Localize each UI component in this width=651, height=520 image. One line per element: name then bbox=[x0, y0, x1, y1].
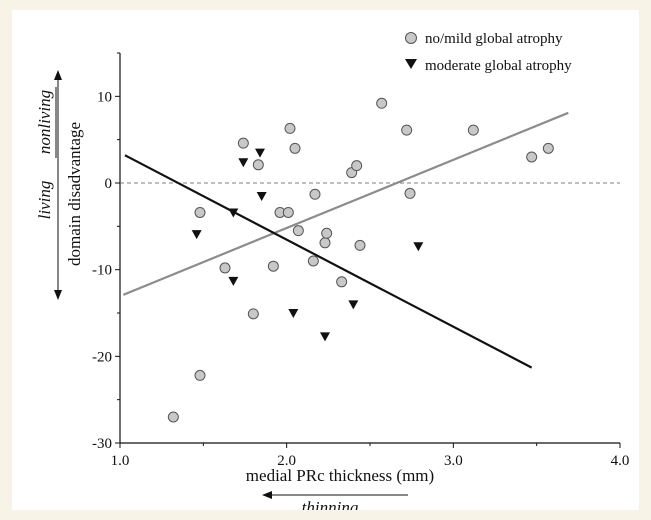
data-point-moderate bbox=[228, 276, 239, 286]
y-tick-label: 10 bbox=[97, 89, 112, 105]
data-point-no-mild bbox=[282, 206, 294, 218]
data-point-no-mild bbox=[376, 97, 388, 109]
legend: no/mild global atrophy moderate global a… bbox=[405, 31, 572, 74]
x-tick-label: 3.0 bbox=[444, 453, 463, 469]
data-point-no-mild bbox=[167, 411, 179, 423]
y-annotation-upper: nonliving bbox=[35, 90, 54, 154]
x-tick-label: 2.0 bbox=[277, 453, 296, 469]
data-point-no-mild bbox=[401, 124, 413, 136]
data-point-no-mild bbox=[194, 369, 206, 381]
y-tick-label: -10 bbox=[92, 263, 112, 279]
data-point-moderate bbox=[348, 300, 359, 310]
data-point-no-mild bbox=[267, 260, 279, 272]
scatter-chart: 10 0 -10 -20 -30 1.0 2.0 3.0 4.0 medial PRc thi… bbox=[35, 31, 630, 510]
y-ticks: 10 0 -10 -20 -30 bbox=[92, 52, 120, 452]
y-arrow-head-up bbox=[54, 70, 62, 80]
data-point-no-mild bbox=[252, 159, 264, 171]
x-ticks: 1.0 2.0 3.0 4.0 bbox=[111, 443, 630, 469]
data-point-no-mild bbox=[404, 187, 416, 199]
data-point-no-mild bbox=[354, 239, 366, 251]
data-point-no-mild bbox=[237, 137, 249, 149]
data-point-no-mild bbox=[467, 124, 479, 136]
y-tick-label: -30 bbox=[92, 436, 112, 452]
fit-line-moderate bbox=[124, 154, 533, 369]
data-point-no-mild bbox=[292, 225, 304, 237]
legend-circle-marker bbox=[405, 32, 417, 44]
y-annotation-lower: living bbox=[35, 181, 54, 220]
x-tick-label: 4.0 bbox=[611, 453, 630, 469]
data-point-no-mild bbox=[194, 206, 206, 218]
data-point-no-mild bbox=[289, 142, 301, 154]
legend-triangle-marker bbox=[405, 59, 417, 69]
data-point-no-mild bbox=[542, 142, 554, 154]
fit-lines-layer bbox=[122, 111, 569, 369]
y-tick-label: 0 bbox=[105, 176, 113, 192]
data-point-moderate bbox=[320, 332, 330, 342]
data-point-no-mild bbox=[351, 160, 363, 172]
data-point-no-mild bbox=[307, 255, 319, 267]
legend-label-moderate: moderate global atrophy bbox=[425, 58, 572, 74]
data-point-no-mild bbox=[321, 227, 333, 239]
y-tick-label: -20 bbox=[92, 349, 112, 365]
data-point-moderate bbox=[255, 148, 265, 158]
x-tick-label: 1.0 bbox=[111, 453, 130, 469]
x-axis-label: medial PRc thickness (mm) bbox=[246, 466, 434, 485]
fit-line-no-mild bbox=[122, 111, 569, 296]
data-point-moderate bbox=[256, 192, 267, 201]
data-point-moderate bbox=[228, 208, 239, 218]
data-point-moderate bbox=[191, 230, 202, 240]
y-arrow-head-down bbox=[54, 290, 62, 300]
x-annotation-thinning: thinning bbox=[302, 498, 359, 510]
data-point-no-mild bbox=[247, 308, 259, 320]
data-point-moderate bbox=[288, 309, 299, 318]
data-point-no-mild bbox=[309, 188, 321, 200]
data-point-no-mild bbox=[284, 122, 296, 134]
data-point-no-mild bbox=[526, 151, 538, 163]
legend-label-no-mild: no/mild global atrophy bbox=[425, 31, 563, 47]
data-point-moderate bbox=[413, 242, 424, 252]
data-points bbox=[167, 97, 554, 423]
chart-panel: 10 0 -10 -20 -30 1.0 2.0 3.0 4.0 medial PRc thi… bbox=[12, 10, 639, 510]
data-point-no-mild bbox=[319, 237, 331, 249]
y-axis-label: domain disadvantage bbox=[65, 122, 84, 266]
x-arrow-head bbox=[262, 491, 272, 499]
data-point-no-mild bbox=[219, 262, 231, 274]
data-point-no-mild bbox=[336, 276, 348, 288]
data-point-moderate bbox=[238, 158, 249, 168]
